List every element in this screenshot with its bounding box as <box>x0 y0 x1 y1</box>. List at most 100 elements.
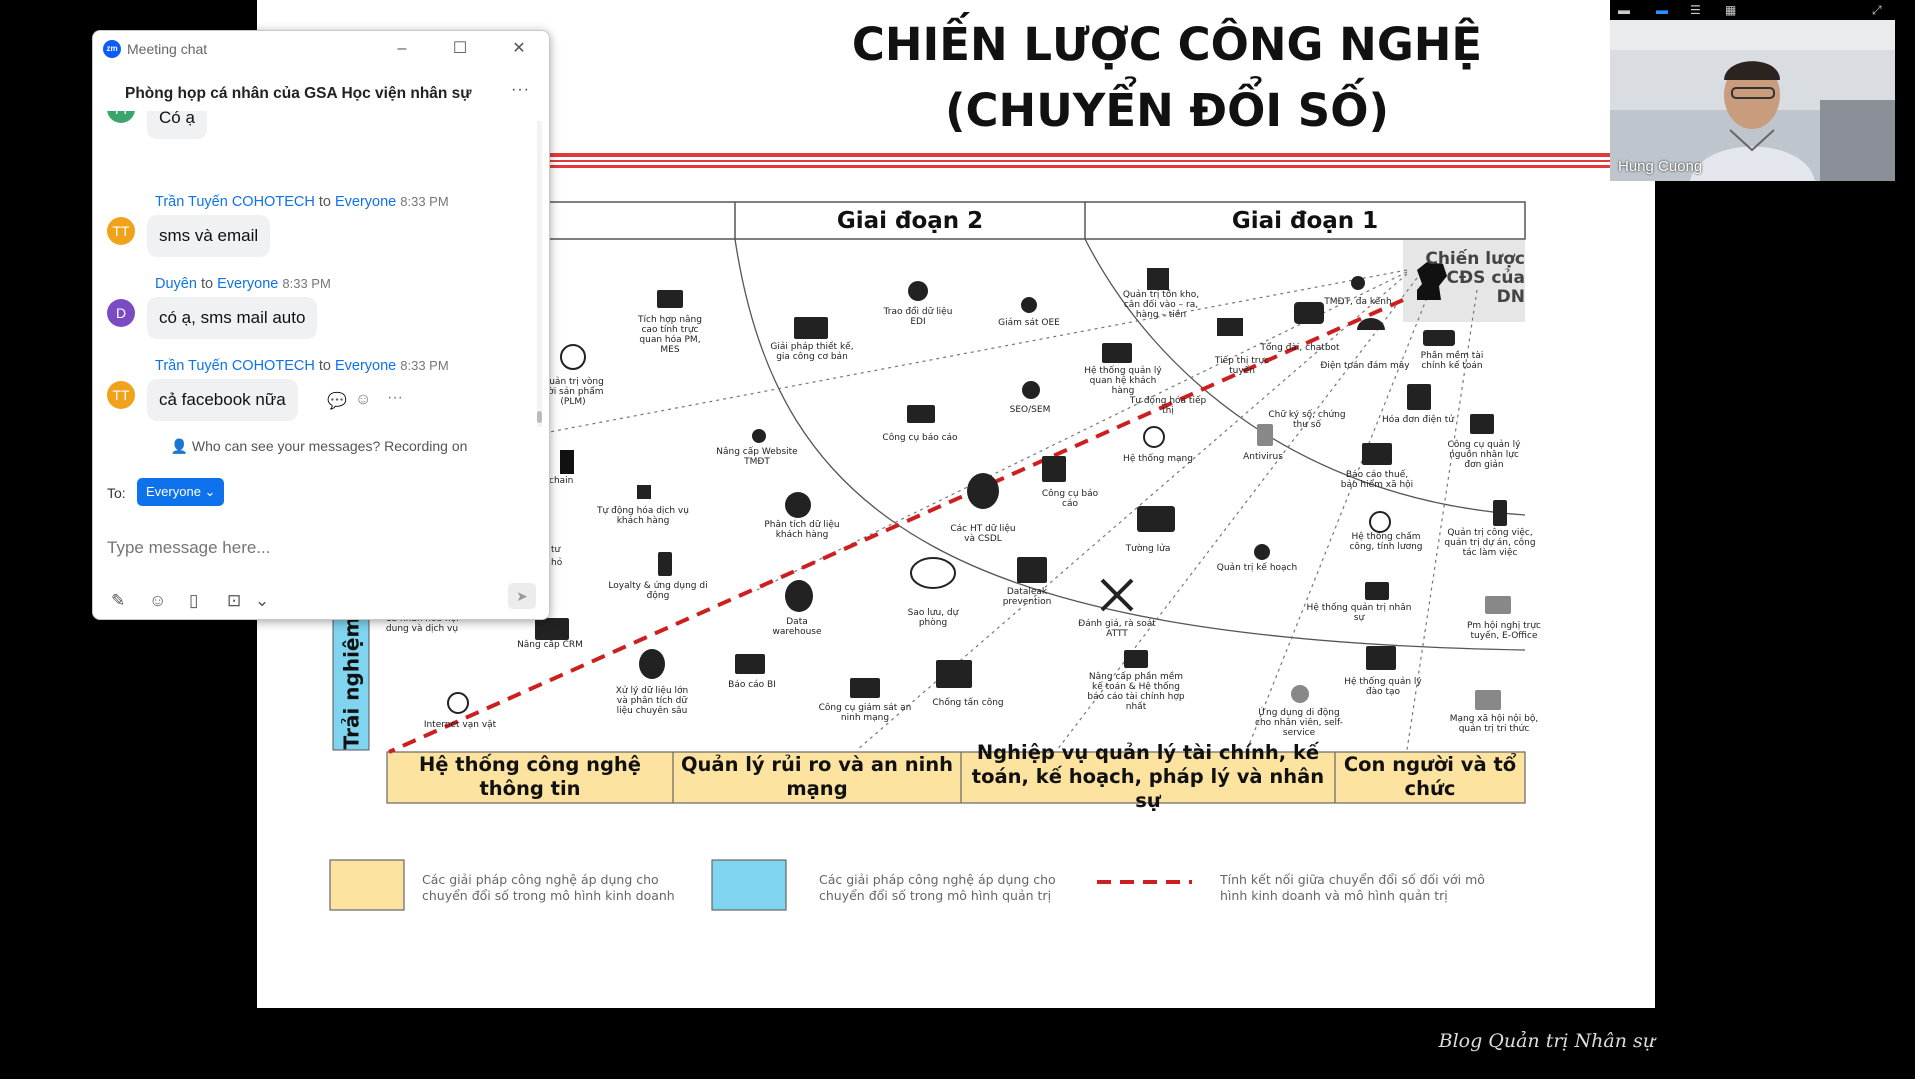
video-tile[interactable]: ▬ ▬ ☰ ▦ ⤢ Hung Cuong <box>1610 0 1895 181</box>
screenshot-icon[interactable]: ⊡ <box>227 591 242 610</box>
item-label: Quản trị công việc, quản trị dự án, công… <box>1444 528 1536 558</box>
message-time: 8:33 PM <box>400 194 449 209</box>
gallery-view-icon[interactable]: ▦ <box>1725 3 1737 17</box>
item-label: Tổng đài, chatbot <box>1260 343 1340 353</box>
message-input[interactable] <box>107 518 527 578</box>
item-label: tư <box>551 545 561 555</box>
chevron-down-icon: ⌄ <box>204 484 216 499</box>
item-label: Hóa đơn điện tử <box>1382 415 1454 425</box>
item-label: TMĐT, đa kênh <box>1324 297 1392 307</box>
corner-label: Chiến lược CĐS của DN <box>1425 249 1525 307</box>
footer-watermark: Blog Quản trị Nhân sự <box>1438 1030 1655 1052</box>
window-title: Meeting chat <box>127 41 208 57</box>
message-time: 8:33 PM <box>400 358 449 373</box>
chat-titlebar[interactable]: zm Meeting chat – ☐ ✕ <box>93 31 549 67</box>
item-label: Dataleak prevention <box>1002 587 1052 607</box>
item-label: Đánh giá, rà soát ATTT <box>1078 619 1156 639</box>
minimize-icon[interactable]: ▬ <box>1618 3 1630 17</box>
pillar-it: Hệ thống công nghệ thông tin <box>418 753 642 800</box>
privacy-notice[interactable]: 👤 Who can see your messages? Recording o… <box>170 438 468 454</box>
item-label: Mạng xã hội nội bộ, quản trị tri thức <box>1449 714 1539 734</box>
item-label: Trao đổi dữ liệu EDI <box>883 307 953 327</box>
item-label: Tự động hóa dịch vụ khách hàng <box>597 506 689 526</box>
phase-1-label: Giai đoạn 1 <box>1231 208 1379 234</box>
message-bubble: sms và email <box>147 215 271 257</box>
item-label: Hệ thống chấm công, tính lương <box>1349 532 1423 552</box>
item-label: Tường lửa <box>1125 544 1171 554</box>
meeting-chat-window[interactable]: zm Meeting chat – ☐ ✕ Phòng họp cá nhân … <box>92 30 550 620</box>
item-label: hỏ <box>551 558 563 568</box>
phase-2-label: Giai đoạn 2 <box>836 208 984 234</box>
item-label: Phân tích dữ liệu khách hàng <box>764 520 840 540</box>
recipient-dropdown[interactable]: Everyone ⌄ <box>137 478 225 506</box>
item-label: Quản trị kế hoạch <box>1216 563 1298 573</box>
item-label: Quản trị vòng đời sản phẩm (PLM) <box>542 377 604 407</box>
speaker-view-icon[interactable]: ▬ <box>1656 3 1668 17</box>
item-label: Báo cáo BI <box>728 680 776 690</box>
message-bubble: có ạ, sms mail auto <box>147 297 318 339</box>
participant-video <box>1610 20 1895 181</box>
pillar-finance: Nghiệp vụ quản lý tài chính, kế toán, kế… <box>971 741 1325 812</box>
reply-icon[interactable]: 💬 <box>327 393 347 410</box>
chat-more-button[interactable]: ··· <box>511 81 530 98</box>
item-label: Nâng cấp phần mềm kế toán & Hệ thống báo… <box>1087 672 1185 712</box>
message-sender-line: Trần Tuyến COHOTECH to Everyone 8:33 PM <box>155 194 449 210</box>
item-label: Công cụ giám sát an ninh mạng <box>818 703 912 723</box>
sender-name[interactable]: Trần Tuyến COHOTECH <box>155 194 315 210</box>
vertical-label: Trải nghiệm <box>339 616 363 750</box>
expand-icon[interactable]: ⤢ <box>1872 3 1882 17</box>
item-label: Internet vạn vật <box>423 720 497 730</box>
recipient-name: Everyone <box>334 358 397 374</box>
avatar: TT <box>107 381 135 409</box>
avatar: D <box>107 299 135 327</box>
shared-slide: CHIẾN LƯỢC CÔNG NGHỆ (CHUYỂN ĐỔI SỐ) đoạ… <box>257 0 1655 1008</box>
pillar-risk: Quản lý rủi ro và an ninh mạng <box>680 753 954 800</box>
participant-name: Hung Cuong <box>1618 158 1703 175</box>
minimize-button[interactable]: – <box>397 40 407 57</box>
close-button[interactable]: ✕ <box>512 40 526 57</box>
legend-connection: Tính kết nối giữa chuyển đổi số đối với … <box>1220 872 1485 903</box>
emoji-icon[interactable]: ☺ <box>149 591 167 610</box>
item-label: Nâng cấp CRM <box>517 640 583 650</box>
message-time: 8:33 PM <box>282 276 331 291</box>
add-reaction-icon[interactable]: ☺ <box>355 391 372 408</box>
item-label: Chống tấn công <box>932 698 1004 708</box>
item-label: Chữ ký số, chứng thư số <box>1268 410 1346 430</box>
item-label: chain <box>549 476 574 486</box>
chat-room-name: Phòng họp cá nhân của GSA Học viện nhân … <box>125 85 472 102</box>
scrollbar-thumb[interactable] <box>537 411 542 423</box>
format-icon[interactable]: ✎ <box>111 591 126 610</box>
strip-view-icon[interactable]: ☰ <box>1690 3 1701 17</box>
chevron-down-icon[interactable]: ⌄ <box>255 591 270 610</box>
item-label: Giải pháp thiết kế, gia công cơ bản <box>770 342 854 362</box>
more-actions-icon[interactable]: ··· <box>387 389 403 406</box>
slide-title-line1: CHIẾN LƯỢC CÔNG NGHỆ <box>851 18 1483 71</box>
item-label: Giám sát OEE <box>998 318 1060 328</box>
slide-title: CHIẾN LƯỢC CÔNG NGHỆ (CHUYỂN ĐỔI SỐ) <box>817 12 1517 144</box>
recipient-name: Everyone <box>334 194 397 210</box>
item-label: Các HT dữ liệu và CSDL <box>950 524 1016 544</box>
item-label: Nâng cấp Website TMĐT <box>716 447 798 467</box>
send-button[interactable]: ➤ <box>508 583 536 609</box>
file-icon[interactable]: ▯ <box>189 591 199 610</box>
sender-name[interactable]: Trần Tuyến COHOTECH <box>155 358 315 374</box>
chat-toolbar: ✎ ☺ ▯ ⊡ ⌄ <box>93 591 549 615</box>
more-actions-icon[interactable]: ··· <box>217 429 233 431</box>
item-label: Pm hội nghị trực tuyến, E-Office <box>1467 621 1541 641</box>
to-label: To: <box>107 485 126 501</box>
item-label: Công cụ báo cáo <box>882 433 958 443</box>
pillar-people: Con người và tổ chức <box>1343 753 1517 800</box>
item-label: Công cụ báo cáo <box>1041 489 1099 509</box>
message-list[interactable]: TT Có ạ Trần Tuyến COHOTECH to Everyone … <box>93 111 545 431</box>
chat-scrollbar[interactable] <box>537 121 542 427</box>
item-label: Quản trị tồn kho, cân đối vào – ra, hàng… <box>1122 290 1200 320</box>
item-label: Phần mềm tài chính kế toán <box>1420 351 1484 371</box>
item-label: Hệ thống mạng <box>1123 454 1193 464</box>
item-label: Sao lưu, dự phòng <box>907 608 959 628</box>
maximize-button[interactable]: ☐ <box>452 40 468 57</box>
sender-name[interactable]: Duyên <box>155 276 197 292</box>
legend-governance: Các giải pháp công nghệ áp dụng cho chuy… <box>819 872 1056 903</box>
avatar: TT <box>107 217 135 245</box>
legend-business: Các giải pháp công nghệ áp dụng cho chuy… <box>422 872 675 903</box>
person-icon: 👤 <box>170 438 189 454</box>
